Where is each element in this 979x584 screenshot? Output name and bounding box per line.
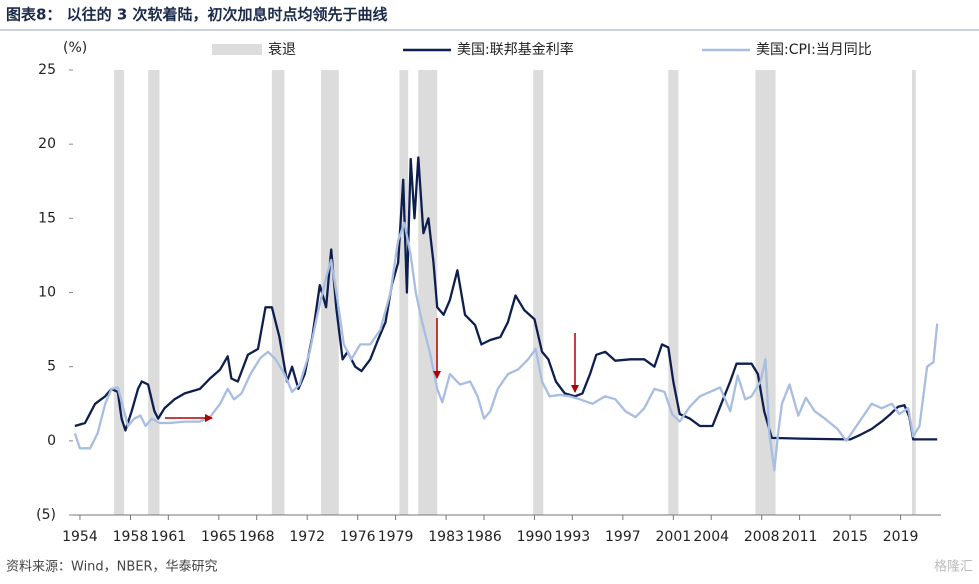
- y-tick-label: 25: [38, 62, 56, 78]
- y-tick-label: 15: [38, 210, 56, 226]
- x-tick-label: 1979: [378, 529, 414, 545]
- recession-band: [321, 70, 339, 515]
- annotations: [165, 318, 579, 422]
- y-tick-label: (5): [36, 507, 56, 523]
- recession-bands: [114, 70, 916, 515]
- series-line: [74, 156, 938, 441]
- recession-band: [911, 70, 916, 515]
- recession-band: [399, 70, 409, 515]
- legend-label: 衰退: [268, 41, 296, 58]
- x-tick-label: 1958: [113, 529, 149, 545]
- x-tick-label: 1972: [289, 529, 325, 545]
- y-unit: (%): [63, 40, 87, 56]
- watermark: 格隆汇: [934, 559, 973, 575]
- x-tick-label: 1961: [151, 529, 187, 545]
- legend-swatch: [212, 44, 262, 55]
- x-tick-label: 1990: [517, 529, 553, 545]
- recession-band: [114, 70, 125, 515]
- x-tick-label: 1968: [239, 529, 275, 545]
- x-tick-label: 1954: [62, 529, 98, 545]
- recession-band: [148, 70, 160, 515]
- x-tick-label: 1986: [466, 529, 502, 545]
- legend: 衰退 美国:联邦基金利率 美国:CPI:当月同比: [212, 41, 872, 58]
- y-tick-label: 10: [38, 285, 56, 301]
- recession-band: [668, 70, 679, 515]
- x-tick-label: 2008: [744, 529, 780, 545]
- recession-band: [755, 70, 776, 515]
- x-tick-label: 1983: [428, 529, 464, 545]
- x-tick-label: 2011: [782, 529, 818, 545]
- x-tick-label: 1965: [201, 529, 237, 545]
- x-tick-label: 2004: [693, 529, 729, 545]
- y-tick-label: 20: [38, 136, 56, 152]
- chart-title: 图表8： 以往的 3 次软着陆，初次加息时点均领先于曲线: [6, 6, 388, 24]
- legend-label: 美国:联邦基金利率: [457, 41, 574, 58]
- recession-band: [271, 70, 285, 515]
- x-tick-label: 1976: [340, 529, 376, 545]
- x-tick-label: 2015: [832, 529, 868, 545]
- legend-label: 美国:CPI:当月同比: [756, 42, 872, 58]
- x-tick-label: 2001: [656, 529, 692, 545]
- x-tick-label: 1993: [555, 529, 591, 545]
- recession-band: [533, 70, 544, 515]
- recession-band: [418, 70, 438, 515]
- series-lines: [73, 156, 939, 472]
- series-line: [73, 221, 939, 472]
- x-tick-label: 1997: [605, 529, 641, 545]
- x-tick-label: 2019: [883, 529, 919, 545]
- y-tick-label: 0: [47, 433, 56, 449]
- source-note: 资料来源：Wind，NBER，华泰研究: [6, 560, 218, 575]
- y-tick-label: 5: [47, 359, 56, 375]
